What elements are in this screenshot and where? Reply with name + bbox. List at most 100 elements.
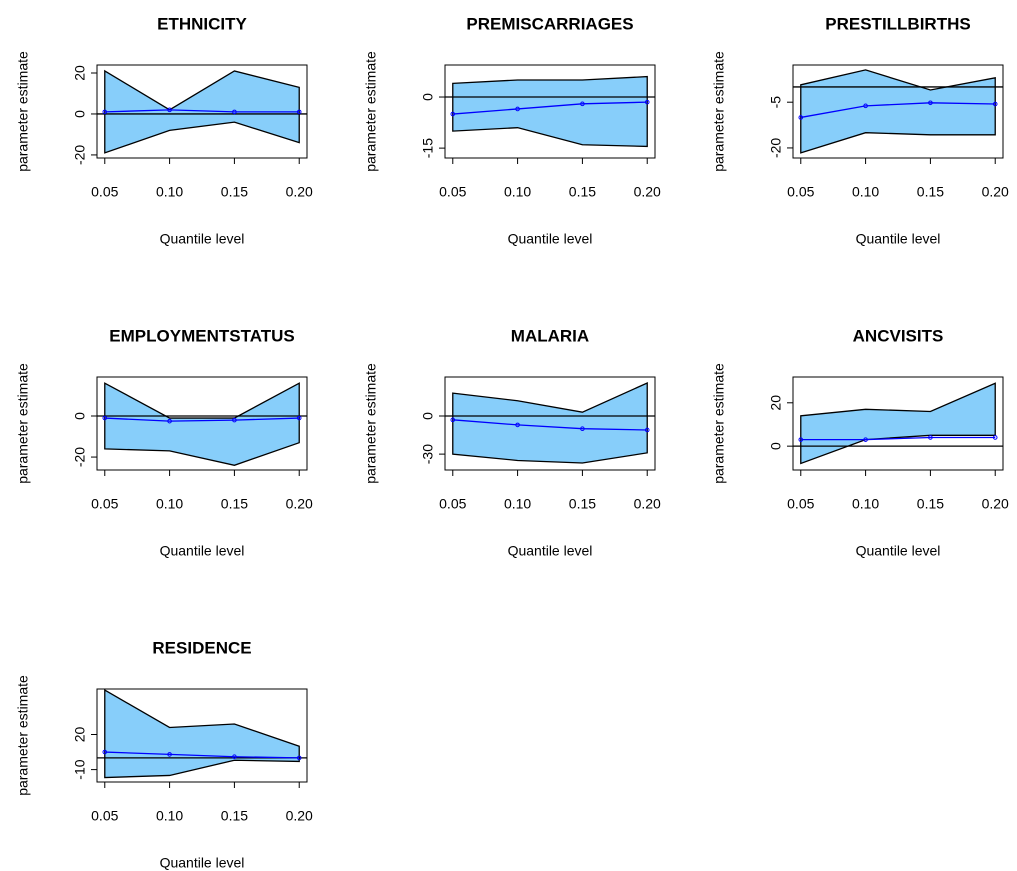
x-axis-label: Quantile level xyxy=(508,543,593,559)
estimate-point xyxy=(644,99,650,105)
estimate-point xyxy=(167,752,172,757)
confidence-band xyxy=(104,688,300,779)
x-tick-label: 0.10 xyxy=(852,496,879,512)
chart-panel: MALARIA Quantile level parameter estimate 0… xyxy=(363,326,661,558)
x-axis-label: Quantile level xyxy=(856,231,941,247)
confidence-band xyxy=(104,382,300,466)
estimate-point xyxy=(928,435,933,440)
estimate-line xyxy=(800,102,996,119)
x-tick-label: 0.20 xyxy=(634,496,661,512)
y-tick-label: 0 xyxy=(420,412,436,420)
estimate-point xyxy=(296,415,302,421)
y-tick-label: 20 xyxy=(72,727,88,743)
y-tick-label: -20 xyxy=(72,145,88,165)
y-tick-label: -15 xyxy=(420,138,436,158)
confidence-band xyxy=(800,382,996,465)
y-tick-label: 0 xyxy=(72,110,88,118)
y-tick-label: 0 xyxy=(768,442,784,450)
estimate-point xyxy=(992,101,998,107)
x-tick-label: 0.15 xyxy=(569,184,596,200)
x-axis-label: Quantile level xyxy=(160,855,245,871)
x-tick-label: 0.15 xyxy=(221,496,248,512)
y-tick-label: 20 xyxy=(768,395,784,411)
y-axis-label: parameter estimate xyxy=(363,363,379,484)
plot-frame xyxy=(96,688,308,783)
y-tick-label: 20 xyxy=(72,65,88,81)
chart-title: MALARIA xyxy=(511,326,589,345)
chart-title: RESIDENCE xyxy=(152,638,251,657)
x-tick-label: 0.10 xyxy=(156,184,183,200)
estimate-point xyxy=(102,749,108,755)
x-tick-label: 0.15 xyxy=(917,496,944,512)
x-tick-label: 0.20 xyxy=(286,496,313,512)
estimate-point xyxy=(580,426,585,432)
y-tick-label: 0 xyxy=(420,93,436,101)
x-tick-label: 0.15 xyxy=(917,184,944,200)
x-tick-label: 0.20 xyxy=(982,496,1009,512)
x-tick-label: 0.20 xyxy=(286,808,313,824)
x-tick-label: 0.05 xyxy=(787,496,814,512)
x-tick-label: 0.05 xyxy=(439,496,466,512)
estimate-point xyxy=(644,427,650,433)
x-tick-label: 0.05 xyxy=(91,496,118,512)
estimate-line xyxy=(104,109,300,113)
estimate-point xyxy=(232,417,237,423)
confidence-band xyxy=(452,75,648,148)
plot-frame xyxy=(444,64,656,159)
y-axis-label: parameter estimate xyxy=(711,51,727,172)
y-tick-label: -10 xyxy=(72,759,88,779)
y-tick-label: -5 xyxy=(768,96,784,109)
y-tick-label: -20 xyxy=(768,138,784,158)
x-axis-label: Quantile level xyxy=(160,543,245,559)
confidence-band xyxy=(104,69,300,154)
x-tick-label: 0.20 xyxy=(286,184,313,200)
x-tick-label: 0.20 xyxy=(982,184,1009,200)
x-tick-label: 0.05 xyxy=(91,184,118,200)
y-axis-label: parameter estimate xyxy=(15,675,31,796)
chart-title: ANCVISITS xyxy=(853,326,944,345)
y-axis-label: parameter estimate xyxy=(15,363,31,484)
chart-panel: ANCVISITS Quantile level parameter estimat… xyxy=(711,326,1009,558)
x-tick-label: 0.15 xyxy=(569,496,596,512)
estimate-point xyxy=(798,115,804,120)
estimate-line xyxy=(104,751,300,759)
estimate-point xyxy=(863,437,868,442)
estimate-point xyxy=(102,109,108,115)
x-tick-label: 0.10 xyxy=(504,184,531,200)
y-tick-label: -20 xyxy=(72,447,88,467)
x-axis-label: Quantile level xyxy=(856,543,941,559)
chart-panel: PREMISCARRIAGES Quantile level parameter e… xyxy=(363,14,661,246)
y-tick-label: -30 xyxy=(420,444,436,464)
y-tick-label: 0 xyxy=(72,412,88,420)
estimate-point xyxy=(992,435,998,440)
chart-panel: PRESTILLBIRTHS Quantile level parameter es… xyxy=(711,14,1009,246)
estimate-point xyxy=(863,103,868,109)
estimate-line xyxy=(452,101,648,115)
x-axis-label: Quantile level xyxy=(160,231,245,247)
estimate-point xyxy=(515,422,520,428)
plot-frame xyxy=(792,376,1004,471)
estimate-point xyxy=(167,418,172,424)
estimate-point xyxy=(167,107,172,113)
estimate-point xyxy=(232,109,237,115)
plot-frame xyxy=(96,64,308,159)
estimate-point xyxy=(928,100,933,106)
x-tick-label: 0.20 xyxy=(634,184,661,200)
estimate-point xyxy=(450,417,456,423)
x-tick-label: 0.05 xyxy=(439,184,466,200)
estimate-point xyxy=(798,437,804,442)
estimate-line xyxy=(104,417,300,422)
x-tick-label: 0.10 xyxy=(504,496,531,512)
x-tick-label: 0.15 xyxy=(221,808,248,824)
confidence-band xyxy=(452,381,648,464)
plot-frame xyxy=(792,64,1004,159)
y-axis-label: parameter estimate xyxy=(15,51,31,172)
estimate-point xyxy=(515,106,520,112)
estimate-point xyxy=(296,755,302,761)
x-tick-label: 0.10 xyxy=(156,496,183,512)
chart-title: EMPLOYMENTSTATUS xyxy=(109,326,294,345)
y-axis-label: parameter estimate xyxy=(711,363,727,484)
plot-frame xyxy=(96,376,308,471)
